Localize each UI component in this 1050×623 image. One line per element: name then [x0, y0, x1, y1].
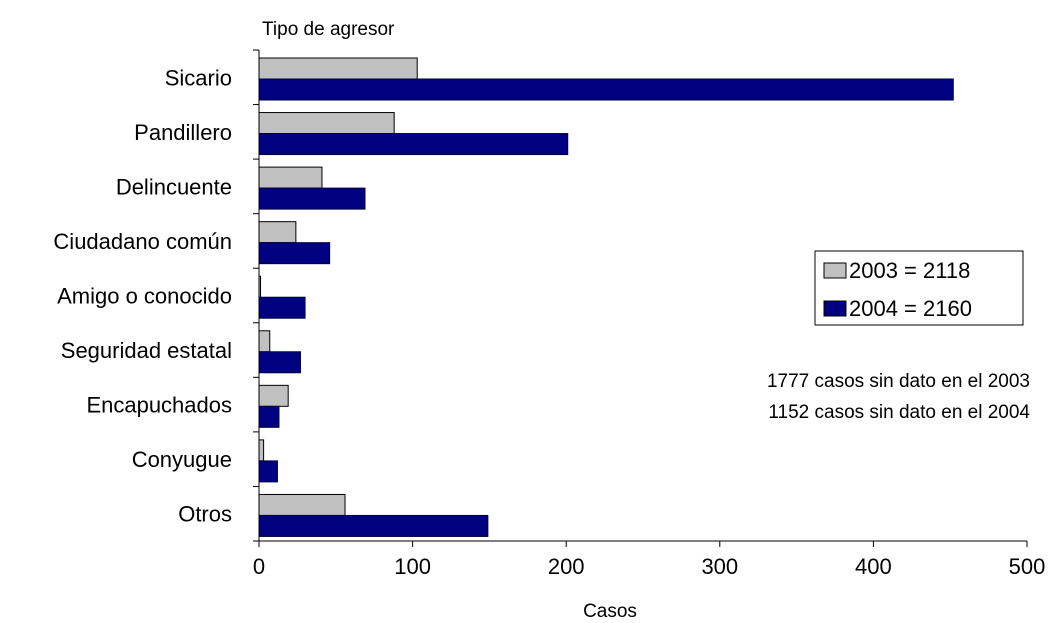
bar-2003-otros [258, 493, 346, 516]
bar-2003-seguridad-estatal [258, 330, 271, 353]
category-label-delincuente: Delincuente [116, 174, 232, 199]
bar-2004-delincuente [258, 187, 366, 210]
annotation-2004: 1152 casos sin dato en el 2004 [768, 402, 1030, 423]
bar-2003-pandillero [258, 112, 395, 135]
category-label-sicario: Sicario [165, 65, 232, 90]
bar-2003-conyugue [258, 439, 265, 462]
category-label-otros: Otros [178, 502, 232, 527]
category-label-seguridad-estatal: Seguridad estatal [61, 338, 232, 363]
bar-2003-ciudadano-comun [258, 221, 297, 244]
bar-2003-encapuchados [258, 384, 289, 407]
y-axis-title: Tipo de agresor [262, 19, 395, 40]
category-label-amigo-o-conocido: Amigo o conocido [57, 284, 232, 309]
legend-label-2004: 2004 = 2160 [849, 296, 972, 321]
x-tick-label: 500 [1009, 554, 1046, 579]
bar-2004-seguridad-estatal [258, 351, 301, 374]
x-tick-label: 200 [548, 554, 585, 579]
bar-2004-otros [258, 514, 489, 537]
annotation-2003: 1777 casos sin dato en el 2003 [767, 371, 1030, 392]
bar-2004-ciudadano-comun [258, 242, 331, 265]
legend-box [814, 250, 1024, 326]
bar-2003-sicario [258, 57, 418, 80]
category-label-pandillero: Pandillero [134, 120, 232, 145]
x-tick-label: 400 [855, 554, 892, 579]
x-tick-label: 0 [253, 554, 265, 579]
legend: 2003 = 2118 2004 = 2160 [814, 250, 1024, 326]
bar-2004-pandillero [258, 133, 569, 156]
legend-swatch-2004 [823, 300, 847, 317]
legend-label-2003: 2003 = 2118 [849, 258, 970, 283]
x-tick-label: 100 [394, 554, 431, 579]
x-tick-label: 300 [701, 554, 738, 579]
category-label-encapuchados: Encapuchados [86, 393, 232, 418]
category-label-conyugue: Conyugue [132, 447, 232, 472]
bar-2004-encapuchados [258, 405, 280, 428]
category-label-ciudadano-comun: Ciudadano común [53, 229, 232, 254]
x-axis-title: Casos [583, 601, 637, 622]
bar-2004-sicario [258, 78, 954, 101]
bar-2003-delincuente [258, 166, 323, 189]
bar-2004-conyugue [258, 460, 278, 483]
bar-2004-amigo-o-conocido [258, 296, 306, 319]
legend-swatch-2003 [823, 262, 847, 279]
